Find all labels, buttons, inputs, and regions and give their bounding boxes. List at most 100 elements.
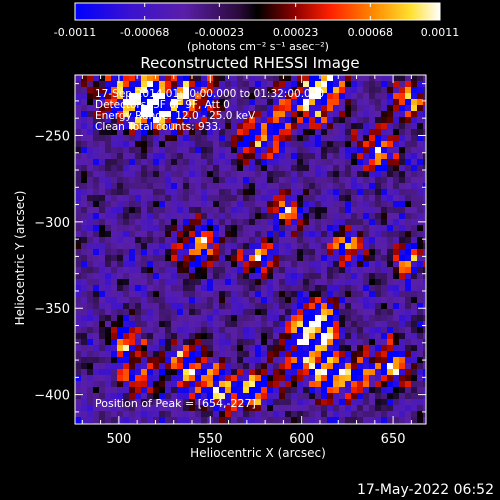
heatmap-cell xyxy=(237,363,243,369)
heatmap-cell xyxy=(363,87,369,93)
heatmap-cell xyxy=(255,315,261,321)
heatmap-cell xyxy=(357,339,363,345)
heatmap-cell xyxy=(387,393,393,399)
heatmap-cell xyxy=(399,81,405,87)
heatmap-cell xyxy=(177,249,183,255)
heatmap-cell xyxy=(243,345,249,351)
heatmap-cell xyxy=(267,315,273,321)
heatmap-cell xyxy=(309,327,315,333)
heatmap-cell xyxy=(285,135,291,141)
heatmap-cell xyxy=(405,297,411,303)
heatmap-cell xyxy=(147,99,153,105)
heatmap-cell xyxy=(273,87,279,93)
heatmap-cell xyxy=(399,93,405,99)
heatmap-cell xyxy=(129,345,135,351)
heatmap-cell xyxy=(339,387,345,393)
heatmap-cell xyxy=(411,333,417,339)
heatmap-cell xyxy=(225,75,231,81)
heatmap-cell xyxy=(327,255,333,261)
heatmap-cell xyxy=(189,99,195,105)
heatmap-cell xyxy=(189,207,195,213)
heatmap-cell xyxy=(153,195,159,201)
heatmap-cell xyxy=(339,375,345,381)
heatmap-cell xyxy=(417,99,423,105)
heatmap-cell xyxy=(93,129,99,135)
heatmap-cell xyxy=(225,159,231,165)
heatmap-cell xyxy=(195,273,201,279)
heatmap-cell xyxy=(345,171,351,177)
heatmap-cell xyxy=(105,327,111,333)
heatmap-cell xyxy=(423,123,426,129)
heatmap-cell xyxy=(135,249,141,255)
heatmap-cell xyxy=(249,405,255,411)
heatmap-cell xyxy=(153,111,159,117)
heatmap-cell xyxy=(351,117,357,123)
heatmap-cell xyxy=(177,243,183,249)
heatmap-cell xyxy=(363,147,369,153)
heatmap-cell xyxy=(321,93,327,99)
heatmap-cell xyxy=(333,171,339,177)
heatmap-cell xyxy=(165,363,171,369)
heatmap-cell xyxy=(201,135,207,141)
heatmap-cell xyxy=(369,93,375,99)
heatmap-cell xyxy=(171,315,177,321)
heatmap-cell xyxy=(141,153,147,159)
heatmap-cell xyxy=(309,255,315,261)
heatmap-cell xyxy=(267,159,273,165)
heatmap-cell xyxy=(225,333,231,339)
heatmap-cell xyxy=(423,339,426,345)
heatmap-cell xyxy=(411,189,417,195)
heatmap-cell xyxy=(111,123,117,129)
heatmap-cell xyxy=(261,231,267,237)
heatmap-cell xyxy=(369,177,375,183)
heatmap-cell xyxy=(297,303,303,309)
heatmap-cell xyxy=(231,387,237,393)
heatmap-cell xyxy=(111,285,117,291)
heatmap-cell xyxy=(129,381,135,387)
heatmap-cell xyxy=(417,267,423,273)
heatmap-cell xyxy=(93,333,99,339)
heatmap-cell xyxy=(285,297,291,303)
heatmap-cell xyxy=(225,183,231,189)
heatmap-cell xyxy=(147,321,153,327)
heatmap-cell xyxy=(369,249,375,255)
heatmap-cell xyxy=(291,321,297,327)
heatmap-cell xyxy=(315,75,321,81)
heatmap-cell xyxy=(87,387,93,393)
heatmap-cell xyxy=(165,381,171,387)
heatmap-cell xyxy=(285,99,291,105)
heatmap-cell xyxy=(207,99,213,105)
heatmap-cell xyxy=(393,375,399,381)
heatmap-cell xyxy=(159,333,165,339)
heatmap-cell xyxy=(303,153,309,159)
heatmap-cell xyxy=(327,357,333,363)
heatmap-cell xyxy=(285,141,291,147)
heatmap-cell xyxy=(249,99,255,105)
heatmap-cell xyxy=(279,261,285,267)
heatmap-cell xyxy=(261,381,267,387)
heatmap-cell xyxy=(207,165,213,171)
heatmap-cell xyxy=(195,357,201,363)
heatmap-cell xyxy=(423,237,426,243)
heatmap-cell xyxy=(213,261,219,267)
heatmap-cell xyxy=(381,201,387,207)
heatmap-cell xyxy=(423,315,426,321)
heatmap-cell xyxy=(177,153,183,159)
heatmap-cell xyxy=(339,213,345,219)
heatmap-cell xyxy=(321,399,327,405)
heatmap-cell xyxy=(165,369,171,375)
heatmap-cell xyxy=(75,273,81,279)
heatmap-cell xyxy=(171,327,177,333)
heatmap-cell xyxy=(345,411,351,417)
heatmap-cell xyxy=(369,375,375,381)
heatmap-cell xyxy=(267,81,273,87)
heatmap-cell xyxy=(171,99,177,105)
heatmap-cell xyxy=(99,363,105,369)
heatmap-cell xyxy=(75,333,81,339)
heatmap-cell xyxy=(423,333,426,339)
heatmap-cell xyxy=(153,231,159,237)
heatmap-cell xyxy=(423,99,426,105)
heatmap-cell xyxy=(297,105,303,111)
heatmap-cell xyxy=(369,201,375,207)
heatmap-cell xyxy=(147,309,153,315)
